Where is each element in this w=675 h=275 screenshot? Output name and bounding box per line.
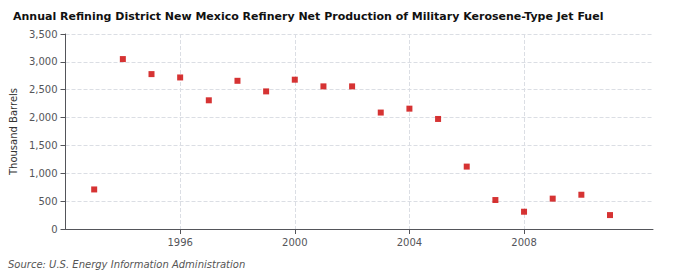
svg-text:2008: 2008 [511,237,536,248]
svg-text:3,000: 3,000 [29,56,58,67]
svg-text:3,500: 3,500 [29,29,58,40]
svg-text:1,500: 1,500 [29,140,58,151]
svg-text:2,000: 2,000 [29,112,58,123]
svg-text:2004: 2004 [397,237,422,248]
svg-text:0: 0 [51,224,57,235]
svg-text:Annual Refining District New M: Annual Refining District New Mexico Refi… [13,10,603,23]
svg-text:2,500: 2,500 [29,84,58,95]
svg-text:Source: U.S. Energy Informatio: Source: U.S. Energy Information Administ… [8,259,245,270]
svg-text:Thousand Barrels: Thousand Barrels [8,88,19,176]
svg-text:2000: 2000 [282,237,307,248]
svg-text:500: 500 [38,196,57,207]
svg-text:1,000: 1,000 [29,168,58,179]
svg-text:1996: 1996 [167,237,192,248]
